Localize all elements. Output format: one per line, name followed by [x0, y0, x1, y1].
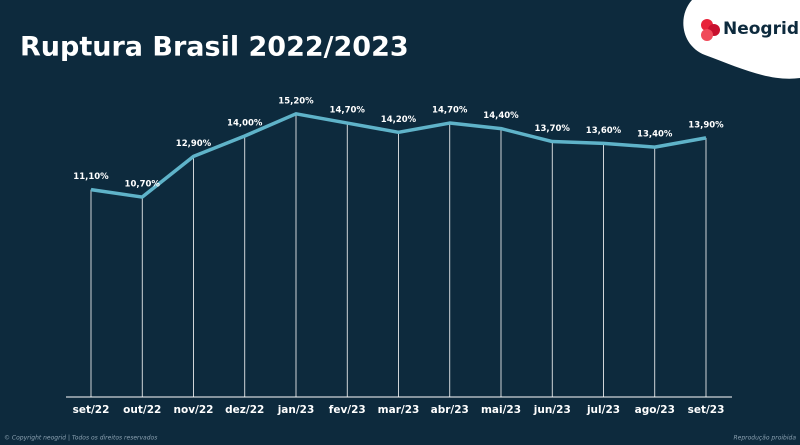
data-label: 13,70% — [535, 124, 571, 134]
x-tick-label: nov/22 — [174, 404, 214, 416]
data-label: 10,70% — [125, 180, 161, 190]
data-label: 14,70% — [330, 106, 366, 116]
x-tick-label: jan/23 — [277, 404, 315, 416]
data-label: 13,40% — [637, 130, 673, 140]
logo-dot — [701, 29, 713, 41]
x-tick-label: set/22 — [73, 404, 110, 416]
x-tick-label: out/22 — [123, 404, 161, 416]
footer-left: © Copyright neogrid | Todos os direitos … — [4, 435, 157, 442]
data-label: 14,70% — [432, 106, 468, 116]
x-tick-label: set/23 — [688, 404, 725, 416]
logo-text: Neogrid — [723, 19, 799, 39]
x-tick-label: mai/23 — [481, 404, 521, 416]
chart-title: Ruptura Brasil 2022/2023 — [20, 32, 409, 63]
footer-right: Reprodução proibida — [733, 435, 796, 442]
x-tick-label: abr/23 — [431, 404, 469, 416]
x-tick-label: jul/23 — [586, 404, 620, 416]
data-label: 14,40% — [483, 111, 519, 121]
data-label: 13,60% — [586, 126, 622, 136]
logo-badge — [683, 0, 800, 79]
data-label: 12,90% — [176, 139, 212, 149]
x-tick-label: fev/23 — [329, 404, 366, 416]
data-label: 13,90% — [688, 120, 724, 130]
x-tick-label: dez/22 — [225, 404, 264, 416]
x-tick-label: jun/23 — [533, 404, 571, 416]
data-label: 11,10% — [73, 172, 109, 182]
logo-icon — [701, 19, 720, 41]
x-tick-label: ago/23 — [635, 404, 675, 416]
data-label: 15,20% — [278, 96, 314, 106]
data-line — [90, 112, 707, 199]
data-label: 14,00% — [227, 119, 263, 129]
data-label: 14,20% — [381, 115, 417, 125]
x-tick-label: mar/23 — [378, 404, 420, 416]
